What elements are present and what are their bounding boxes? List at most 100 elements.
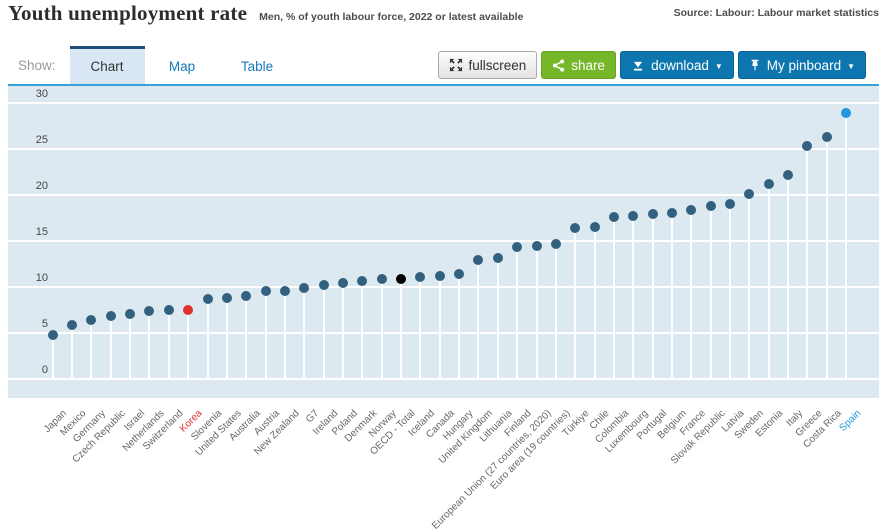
data-point-france[interactable] bbox=[686, 204, 697, 215]
data-point-ireland[interactable] bbox=[318, 280, 329, 291]
chart-subtitle: Men, % of youth labour force, 2022 or la… bbox=[259, 11, 524, 23]
share-button[interactable]: share bbox=[541, 51, 617, 79]
dropline bbox=[283, 295, 286, 380]
data-point-slovenia[interactable] bbox=[202, 293, 213, 304]
dropline bbox=[167, 314, 170, 380]
dropline bbox=[129, 318, 132, 380]
data-point-oecd-total[interactable] bbox=[396, 273, 407, 284]
dropline bbox=[477, 264, 480, 380]
data-point-denmark[interactable] bbox=[357, 276, 368, 287]
y-tick-label-15: 15 bbox=[35, 226, 48, 238]
data-point-japan[interactable] bbox=[47, 329, 58, 340]
data-point-australia[interactable] bbox=[241, 291, 252, 302]
data-point-latvia[interactable] bbox=[725, 199, 736, 210]
data-point-germany[interactable] bbox=[86, 315, 97, 326]
data-point-spain[interactable] bbox=[841, 108, 852, 119]
data-point-portugal[interactable] bbox=[647, 209, 658, 220]
pinboard-caret-icon: ▼ bbox=[847, 61, 855, 71]
data-point-czech-republic[interactable] bbox=[105, 310, 116, 321]
data-point-switzerland[interactable] bbox=[163, 305, 174, 315]
download-label: download bbox=[651, 57, 709, 73]
share-icon bbox=[552, 58, 565, 72]
fullscreen-label: fullscreen bbox=[468, 57, 527, 73]
gridline-y-25 bbox=[8, 148, 879, 150]
data-point-italy[interactable] bbox=[783, 169, 794, 180]
share-label: share bbox=[571, 57, 606, 73]
tab-map[interactable]: Map bbox=[145, 46, 220, 84]
tab-table-label: Table bbox=[240, 59, 274, 74]
data-point-korea[interactable] bbox=[183, 305, 194, 315]
y-tick-label-5: 5 bbox=[41, 318, 48, 330]
my-pinboard-button[interactable]: My pinboard ▼ bbox=[737, 51, 866, 79]
data-point-finland[interactable] bbox=[512, 241, 523, 252]
dropline bbox=[380, 283, 383, 380]
gridline-y-0 bbox=[8, 378, 879, 380]
dropline bbox=[748, 198, 751, 380]
data-point-united-states[interactable] bbox=[221, 293, 232, 304]
data-point-costa-rica[interactable] bbox=[821, 132, 832, 143]
data-point-canada[interactable] bbox=[434, 270, 445, 281]
dropline bbox=[496, 262, 499, 380]
data-point-iceland[interactable] bbox=[415, 271, 426, 282]
dropline bbox=[632, 220, 635, 380]
dropline bbox=[400, 283, 403, 380]
data-point-united-kingdom[interactable] bbox=[473, 255, 484, 266]
dropline bbox=[303, 292, 306, 380]
dropline bbox=[206, 303, 209, 380]
dropline bbox=[554, 248, 557, 380]
data-point-greece[interactable] bbox=[802, 141, 813, 152]
data-point-israel[interactable] bbox=[125, 308, 136, 319]
dropline bbox=[109, 320, 112, 380]
dropline bbox=[767, 188, 770, 380]
data-point-european-union-27-countries-2020[interactable] bbox=[531, 240, 542, 251]
dropline bbox=[148, 315, 151, 380]
data-point-hungary[interactable] bbox=[454, 269, 465, 280]
toolbar-buttons: fullscreen share bbox=[437, 46, 880, 84]
y-tick-label-30: 30 bbox=[35, 88, 48, 100]
gridline-y-15 bbox=[8, 240, 879, 242]
data-point-sweden[interactable] bbox=[744, 189, 755, 200]
dropline bbox=[612, 221, 615, 380]
dropline bbox=[361, 285, 364, 380]
tab-chart[interactable]: Chart bbox=[69, 46, 145, 84]
data-point-belgium[interactable] bbox=[666, 208, 677, 219]
data-point-poland[interactable] bbox=[337, 278, 348, 289]
data-point-g7[interactable] bbox=[299, 282, 310, 293]
fullscreen-button[interactable]: fullscreen bbox=[437, 51, 538, 79]
tab-map-label: Map bbox=[168, 59, 196, 74]
y-tick-label-20: 20 bbox=[35, 180, 48, 192]
data-point-t-rkiye[interactable] bbox=[570, 223, 581, 234]
data-point-netherlands[interactable] bbox=[144, 305, 155, 316]
data-point-lithuania[interactable] bbox=[492, 253, 503, 264]
gridline-y-20 bbox=[8, 194, 879, 196]
download-button[interactable]: download ▼ bbox=[620, 51, 734, 79]
data-point-mexico[interactable] bbox=[67, 319, 78, 330]
tab-table[interactable]: Table bbox=[220, 46, 295, 84]
dropline bbox=[225, 302, 228, 380]
data-point-norway[interactable] bbox=[376, 273, 387, 284]
x-label-spain: Spain bbox=[837, 408, 863, 434]
data-point-austria[interactable] bbox=[260, 285, 271, 296]
y-tick-label-0: 0 bbox=[41, 364, 48, 376]
dropline bbox=[245, 300, 248, 380]
dropline bbox=[458, 278, 461, 380]
page-header: Youth unemployment rate Men, % of youth … bbox=[0, 0, 887, 46]
data-point-euro-area-19-countries[interactable] bbox=[550, 238, 561, 249]
gridline-y-5 bbox=[8, 332, 879, 334]
dropline bbox=[729, 208, 732, 380]
dropline bbox=[845, 117, 848, 380]
show-label: Show: bbox=[18, 58, 56, 73]
download-caret-icon: ▼ bbox=[714, 61, 723, 71]
data-point-chile[interactable] bbox=[589, 222, 600, 233]
page-title: Youth unemployment rate bbox=[8, 1, 248, 25]
dropline bbox=[670, 217, 673, 380]
data-point-luxembourg[interactable] bbox=[628, 211, 639, 222]
data-point-slovak-republic[interactable] bbox=[705, 201, 716, 212]
data-point-estonia[interactable] bbox=[763, 178, 774, 189]
tab-chart-label: Chart bbox=[90, 59, 124, 74]
data-point-colombia[interactable] bbox=[608, 212, 619, 223]
data-point-new-zealand[interactable] bbox=[279, 285, 290, 296]
dropline bbox=[825, 141, 828, 380]
dropline bbox=[690, 214, 693, 380]
dropline bbox=[438, 280, 441, 380]
